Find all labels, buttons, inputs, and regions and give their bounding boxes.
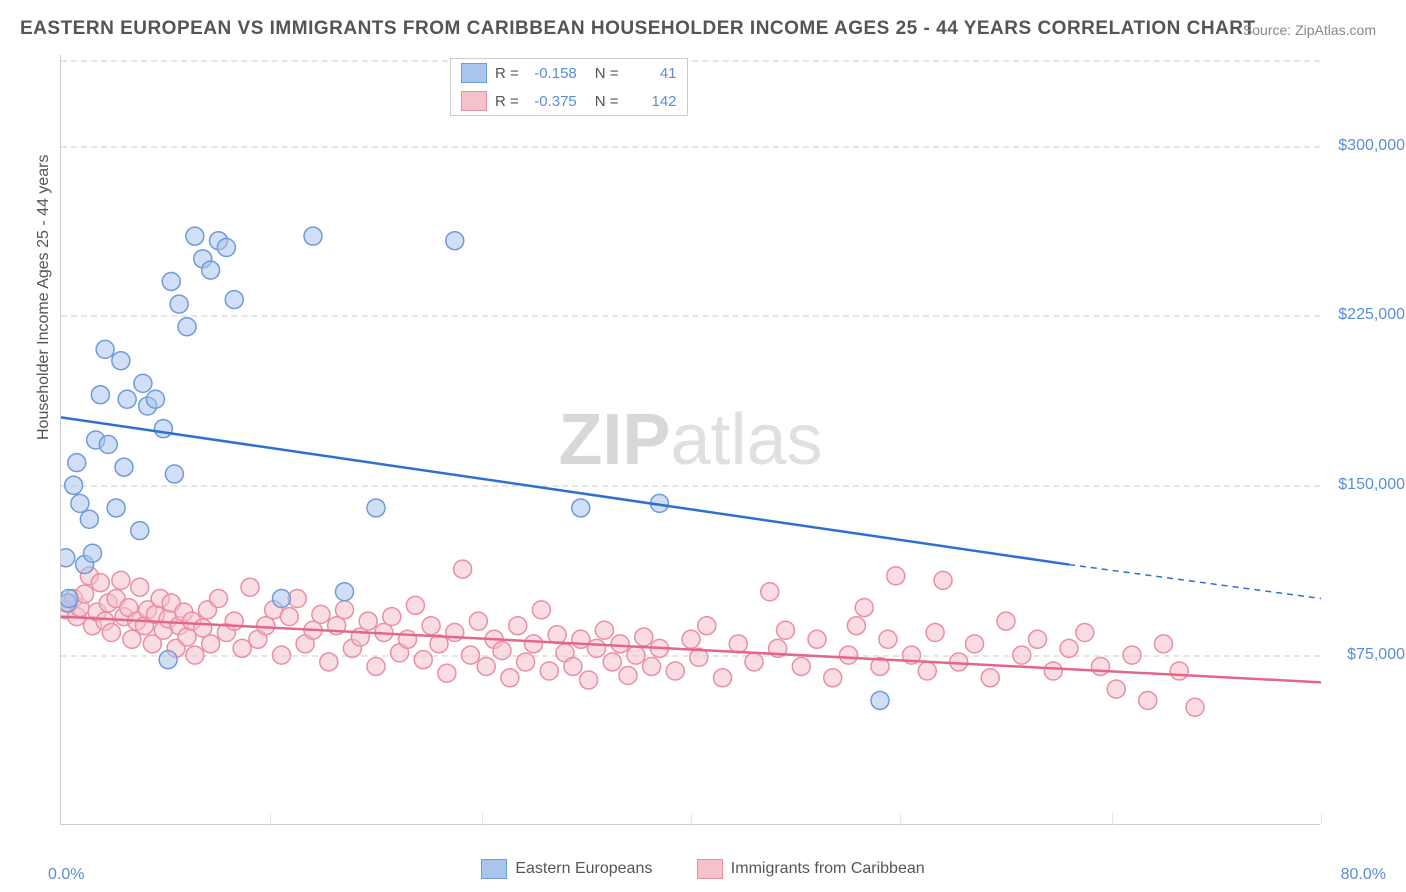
gridline-h	[61, 60, 1320, 62]
n-value-0: 41	[627, 65, 677, 82]
swatch-series-0	[461, 63, 487, 83]
legend-label-1: Immigrants from Caribbean	[731, 860, 925, 878]
r-label-1: R =	[495, 93, 519, 110]
x-tick	[482, 813, 483, 825]
x-tick	[1321, 813, 1322, 825]
y-tick-label: $75,000	[1347, 646, 1405, 664]
r-value-0: -0.158	[527, 65, 577, 82]
legend-label-0: Eastern Europeans	[515, 860, 652, 878]
chart-plot-area: ZIPatlas $75,000$150,000$225,000$300,000	[60, 55, 1320, 825]
legend-item-0: Eastern Europeans	[481, 859, 652, 879]
legend-row-series-1: R = -0.375 N = 142	[451, 87, 687, 115]
legend-swatch-1	[697, 859, 723, 879]
legend-row-series-0: R = -0.158 N = 41	[451, 59, 687, 87]
r-value-1: -0.375	[527, 93, 577, 110]
x-tick	[900, 813, 901, 825]
gridline-h	[61, 655, 1320, 657]
x-tick	[270, 813, 271, 825]
x-tick	[1112, 813, 1113, 825]
r-label-0: R =	[495, 65, 519, 82]
n-label-1: N =	[595, 93, 619, 110]
series-legend: Eastern Europeans Immigrants from Caribb…	[0, 859, 1406, 884]
gridline-h	[61, 146, 1320, 148]
gridline-h	[61, 485, 1320, 487]
legend-item-1: Immigrants from Caribbean	[697, 859, 925, 879]
scatter-svg	[61, 55, 1321, 825]
watermark-bold: ZIP	[558, 400, 670, 480]
source-label: Source: ZipAtlas.com	[1243, 22, 1376, 38]
x-tick	[691, 813, 692, 825]
watermark: ZIPatlas	[558, 399, 822, 481]
legend-swatch-0	[481, 859, 507, 879]
swatch-series-1	[461, 91, 487, 111]
y-tick-label: $150,000	[1338, 476, 1405, 494]
watermark-light: atlas	[670, 400, 822, 480]
correlation-legend: R = -0.158 N = 41 R = -0.375 N = 142	[450, 58, 688, 116]
gridline-h	[61, 315, 1320, 317]
y-tick-label: $225,000	[1338, 306, 1405, 324]
y-tick-label: $300,000	[1338, 137, 1405, 155]
n-value-1: 142	[627, 93, 677, 110]
n-label-0: N =	[595, 65, 619, 82]
chart-title: EASTERN EUROPEAN VS IMMIGRANTS FROM CARI…	[20, 18, 1256, 40]
y-axis-title: Householder Income Ages 25 - 44 years	[35, 155, 53, 441]
